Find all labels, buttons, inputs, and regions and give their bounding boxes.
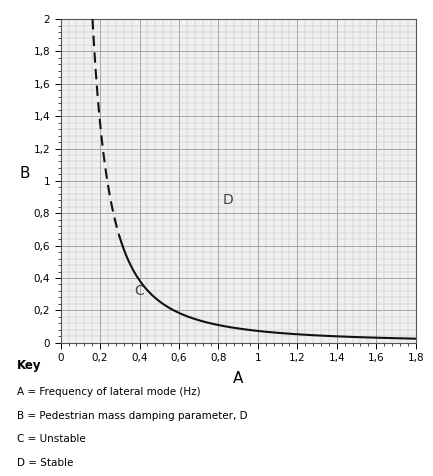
Y-axis label: B: B	[20, 166, 30, 181]
X-axis label: A: A	[233, 371, 243, 387]
Text: A = Frequency of lateral mode (Hz): A = Frequency of lateral mode (Hz)	[17, 387, 200, 397]
Text: C: C	[135, 284, 144, 298]
Text: D: D	[223, 193, 234, 208]
Text: Key: Key	[17, 359, 42, 372]
Text: B = Pedestrian mass damping parameter, D: B = Pedestrian mass damping parameter, D	[17, 410, 248, 421]
Text: C = Unstable: C = Unstable	[17, 434, 86, 445]
Text: D = Stable: D = Stable	[17, 458, 73, 468]
